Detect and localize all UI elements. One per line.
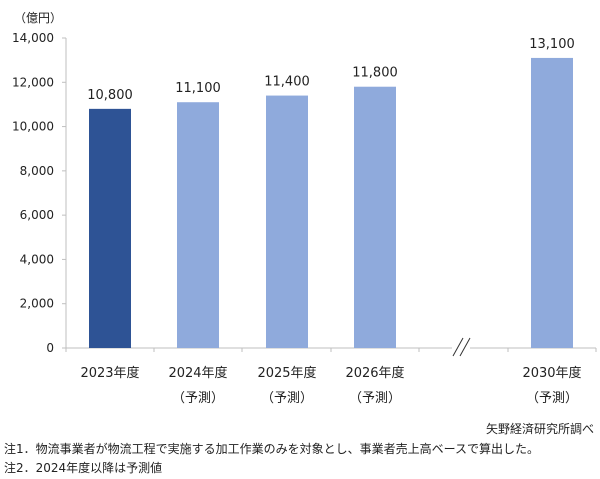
y-axis-unit-label: （億円） (14, 11, 62, 25)
x-category-label: 2023年度 (80, 365, 139, 381)
bar-value-label: 11,800 (352, 66, 398, 81)
axis-break-mark (459, 337, 471, 357)
y-tick-label: 12,000 (12, 75, 54, 89)
y-tick-label: 10,000 (12, 120, 54, 134)
y-tick-label: 14,000 (12, 31, 54, 45)
footnote-1: 注1．物流事業者が物流工程で実施する加工作業のみを対象とし、事業者売上高ベースで… (4, 442, 540, 456)
bar-2025年度 (266, 95, 308, 348)
bar-2023年度 (89, 108, 131, 348)
x-category-label: 2025年度 (257, 365, 316, 381)
footnote-2: 注2．2024年度以降は予測値 (4, 461, 163, 475)
x-category-sublabel: （予測） (261, 391, 313, 406)
y-tick-label: 4,000 (20, 252, 54, 266)
bar-2024年度 (177, 102, 219, 348)
axis-break-mark (452, 337, 464, 357)
bar-value-label: 11,100 (175, 81, 221, 96)
x-category-sublabel: （予測） (526, 391, 578, 406)
x-category-sublabel: （予測） (349, 391, 401, 406)
y-tick-label: 2,000 (20, 297, 54, 311)
x-category-sublabel: （予測） (172, 391, 224, 406)
bar-value-label: 10,800 (87, 88, 133, 103)
bar-value-label: 13,100 (529, 37, 575, 52)
x-category-label: 2026年度 (345, 365, 404, 381)
market-size-bar-chart: （億円） 0 2,000 4,000 6,000 8,000 10,000 12,000 14,… (12, 11, 597, 406)
y-tick-label: 8,000 (20, 164, 54, 178)
y-tick-label: 6,000 (20, 208, 54, 222)
y-tick-label: 0 (46, 341, 54, 355)
bar-2030年度 (531, 57, 573, 349)
x-category-label: 2030年度 (522, 365, 581, 381)
source-credit: 矢野経済研究所調べ (485, 422, 594, 436)
x-category-label: 2024年度 (168, 365, 227, 381)
bar-2026年度 (354, 86, 396, 348)
bar-value-label: 11,400 (264, 75, 310, 90)
